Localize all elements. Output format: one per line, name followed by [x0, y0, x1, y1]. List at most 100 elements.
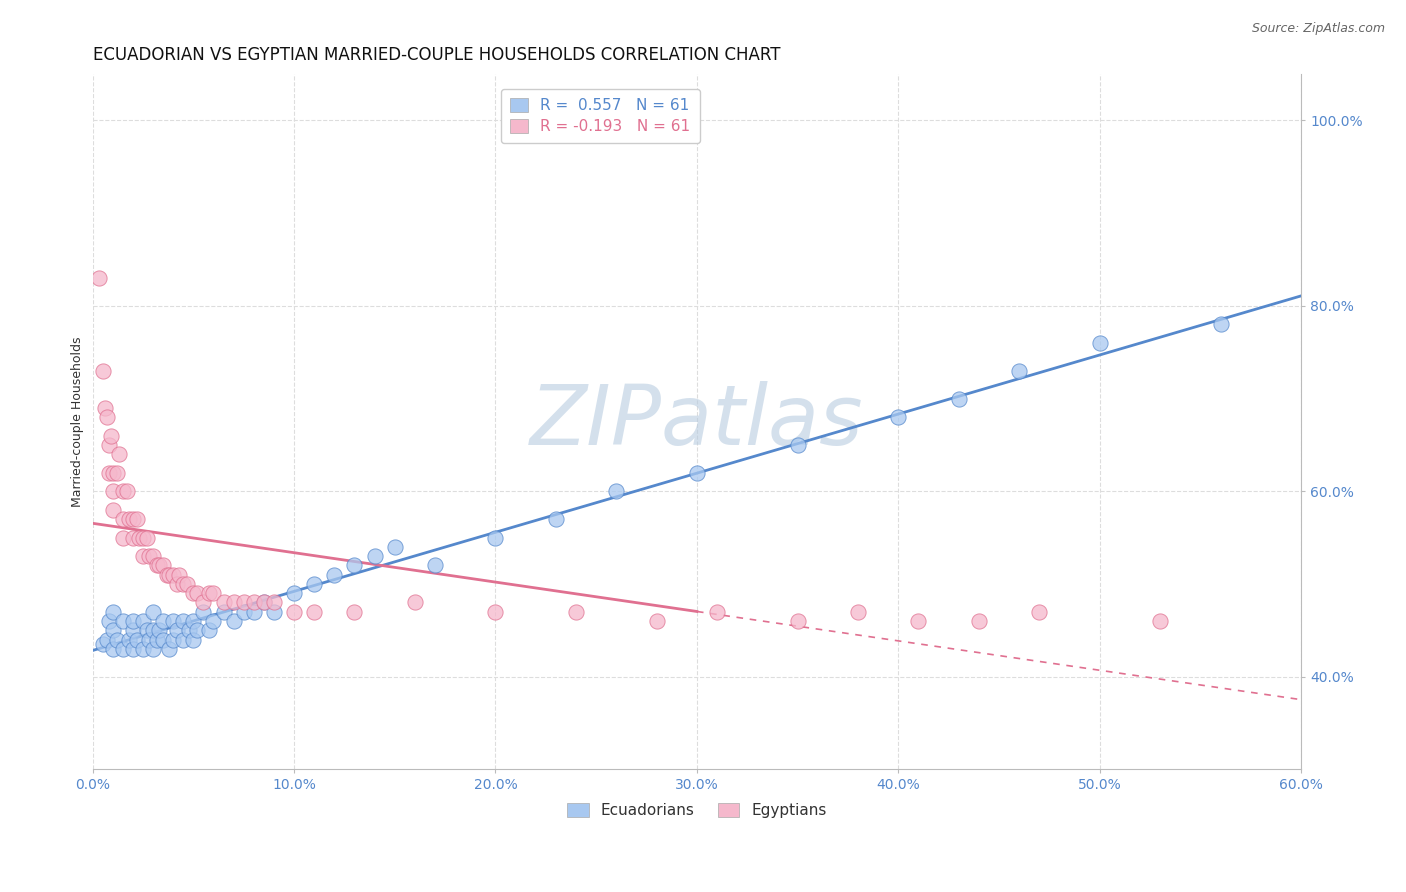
- Point: [148, 624, 170, 638]
- Point: [142, 624, 165, 638]
- Text: ZIPatlas: ZIPatlas: [530, 381, 863, 462]
- Text: ECUADORIAN VS EGYPTIAN MARRIED-COUPLE HOUSEHOLDS CORRELATION CHART: ECUADORIAN VS EGYPTIAN MARRIED-COUPLE HO…: [93, 46, 780, 64]
- Point: [101, 641, 124, 656]
- Point: [263, 595, 285, 609]
- Point: [97, 438, 120, 452]
- Point: [132, 641, 155, 656]
- Point: [907, 614, 929, 628]
- Point: [157, 641, 180, 656]
- Point: [93, 401, 115, 415]
- Point: [96, 632, 118, 647]
- Point: [101, 624, 124, 638]
- Point: [152, 632, 174, 647]
- Point: [136, 624, 159, 638]
- Point: [212, 605, 235, 619]
- Point: [121, 624, 143, 638]
- Point: [202, 586, 225, 600]
- Point: [107, 447, 129, 461]
- Point: [101, 502, 124, 516]
- Point: [232, 605, 254, 619]
- Point: [142, 605, 165, 619]
- Point: [105, 632, 128, 647]
- Point: [121, 614, 143, 628]
- Point: [181, 632, 204, 647]
- Point: [786, 438, 808, 452]
- Point: [162, 632, 184, 647]
- Point: [302, 577, 325, 591]
- Point: [242, 595, 264, 609]
- Point: [1088, 335, 1111, 350]
- Point: [645, 614, 668, 628]
- Point: [132, 614, 155, 628]
- Point: [193, 605, 215, 619]
- Point: [1008, 364, 1031, 378]
- Point: [121, 512, 143, 526]
- Point: [181, 586, 204, 600]
- Point: [87, 271, 110, 285]
- Point: [101, 466, 124, 480]
- Point: [128, 531, 150, 545]
- Point: [967, 614, 990, 628]
- Point: [846, 605, 869, 619]
- Point: [105, 466, 128, 480]
- Y-axis label: Married-couple Households: Married-couple Households: [72, 336, 84, 507]
- Point: [111, 484, 134, 499]
- Point: [156, 567, 179, 582]
- Point: [118, 512, 141, 526]
- Point: [565, 605, 588, 619]
- Point: [162, 567, 184, 582]
- Point: [263, 605, 285, 619]
- Point: [132, 531, 155, 545]
- Point: [111, 531, 134, 545]
- Point: [179, 624, 201, 638]
- Point: [253, 595, 276, 609]
- Text: Source: ZipAtlas.com: Source: ZipAtlas.com: [1251, 22, 1385, 36]
- Point: [91, 364, 114, 378]
- Point: [786, 614, 808, 628]
- Point: [343, 605, 366, 619]
- Point: [544, 512, 567, 526]
- Point: [202, 614, 225, 628]
- Point: [148, 558, 170, 573]
- Point: [343, 558, 366, 573]
- Point: [118, 632, 141, 647]
- Point: [283, 605, 305, 619]
- Point: [1209, 318, 1232, 332]
- Point: [323, 567, 346, 582]
- Point: [146, 558, 169, 573]
- Point: [423, 558, 446, 573]
- Point: [302, 605, 325, 619]
- Point: [157, 567, 180, 582]
- Point: [484, 531, 506, 545]
- Point: [363, 549, 385, 563]
- Point: [142, 641, 165, 656]
- Point: [186, 586, 208, 600]
- Point: [283, 586, 305, 600]
- Point: [125, 512, 148, 526]
- Point: [166, 624, 188, 638]
- Legend: Ecuadorians, Egyptians: Ecuadorians, Egyptians: [561, 797, 832, 824]
- Point: [97, 614, 120, 628]
- Point: [1028, 605, 1050, 619]
- Point: [404, 595, 426, 609]
- Point: [136, 531, 159, 545]
- Point: [176, 577, 198, 591]
- Point: [152, 614, 174, 628]
- Point: [101, 484, 124, 499]
- Point: [132, 549, 155, 563]
- Point: [146, 632, 169, 647]
- Point: [97, 466, 120, 480]
- Point: [186, 624, 208, 638]
- Point: [222, 595, 245, 609]
- Point: [484, 605, 506, 619]
- Point: [172, 632, 194, 647]
- Point: [242, 605, 264, 619]
- Point: [948, 392, 970, 406]
- Point: [111, 641, 134, 656]
- Point: [142, 549, 165, 563]
- Point: [111, 512, 134, 526]
- Point: [121, 641, 143, 656]
- Point: [96, 410, 118, 425]
- Point: [193, 595, 215, 609]
- Point: [887, 410, 910, 425]
